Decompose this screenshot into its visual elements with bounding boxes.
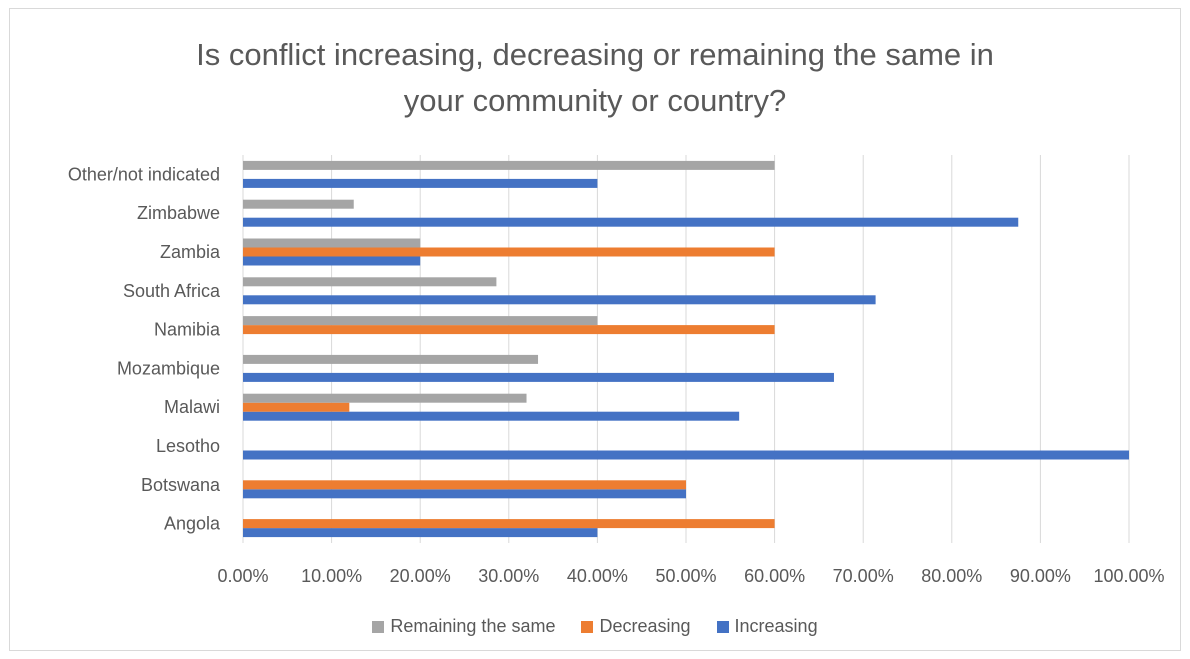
x-tick-label: 40.00% — [567, 566, 628, 586]
legend-label: Increasing — [734, 616, 818, 636]
x-tick-label: 10.00% — [301, 566, 362, 586]
bar-remaining-the-same — [243, 160, 775, 170]
category-label: Mozambique — [117, 358, 220, 378]
category-label: Botswana — [141, 475, 221, 495]
x-tick-label: 80.00% — [921, 566, 982, 586]
chart-title: Is conflict increasing, decreasing or re… — [196, 37, 994, 118]
x-tick-label: 50.00% — [655, 566, 716, 586]
bar-decreasing — [243, 247, 775, 257]
category-label: Other/not indicated — [68, 164, 220, 184]
bar-remaining-the-same — [243, 277, 497, 287]
bar-increasing — [243, 256, 421, 266]
bar-increasing — [243, 450, 1129, 460]
bar-increasing — [243, 489, 686, 499]
legend-label: Decreasing — [599, 616, 691, 636]
legend: Remaining the same Decreasing Increasing — [0, 616, 1190, 637]
x-tick-label: 0.00% — [217, 566, 268, 586]
bar-remaining-the-same — [243, 354, 539, 364]
legend-item: Decreasing — [581, 616, 691, 637]
bar-increasing — [243, 178, 598, 188]
x-tick-label: 30.00% — [478, 566, 539, 586]
x-tick-label: 90.00% — [1010, 566, 1071, 586]
bar-decreasing — [243, 402, 350, 412]
x-tick-label: 100.00% — [1093, 566, 1164, 586]
category-label: Zimbabwe — [137, 203, 220, 223]
category-label: South Africa — [123, 281, 221, 301]
category-label: Namibia — [154, 320, 221, 340]
x-tick-label: 60.00% — [744, 566, 805, 586]
bar-decreasing — [243, 519, 775, 529]
bar-remaining-the-same — [243, 238, 421, 248]
category-label: Malawi — [164, 397, 220, 417]
bar-increasing — [243, 411, 740, 421]
bar-remaining-the-same — [243, 393, 527, 403]
category-label: Angola — [164, 514, 221, 534]
x-tick-label: 20.00% — [390, 566, 451, 586]
bar-increasing — [243, 295, 876, 305]
bar-remaining-the-same — [243, 199, 354, 209]
legend-item: Increasing — [716, 616, 818, 637]
bar-increasing — [243, 372, 834, 382]
bar-increasing — [243, 528, 598, 538]
legend-swatch — [716, 620, 729, 633]
legend-item: Remaining the same — [372, 616, 555, 637]
bar-decreasing — [243, 325, 775, 335]
category-label: Lesotho — [156, 436, 220, 456]
bar-remaining-the-same — [243, 316, 598, 326]
bar-increasing — [243, 217, 1019, 227]
bar-decreasing — [243, 480, 686, 490]
legend-swatch — [372, 620, 385, 633]
category-label: Zambia — [160, 242, 221, 262]
legend-label: Remaining the same — [390, 616, 556, 636]
legend-swatch — [581, 620, 594, 633]
x-tick-label: 70.00% — [833, 566, 894, 586]
